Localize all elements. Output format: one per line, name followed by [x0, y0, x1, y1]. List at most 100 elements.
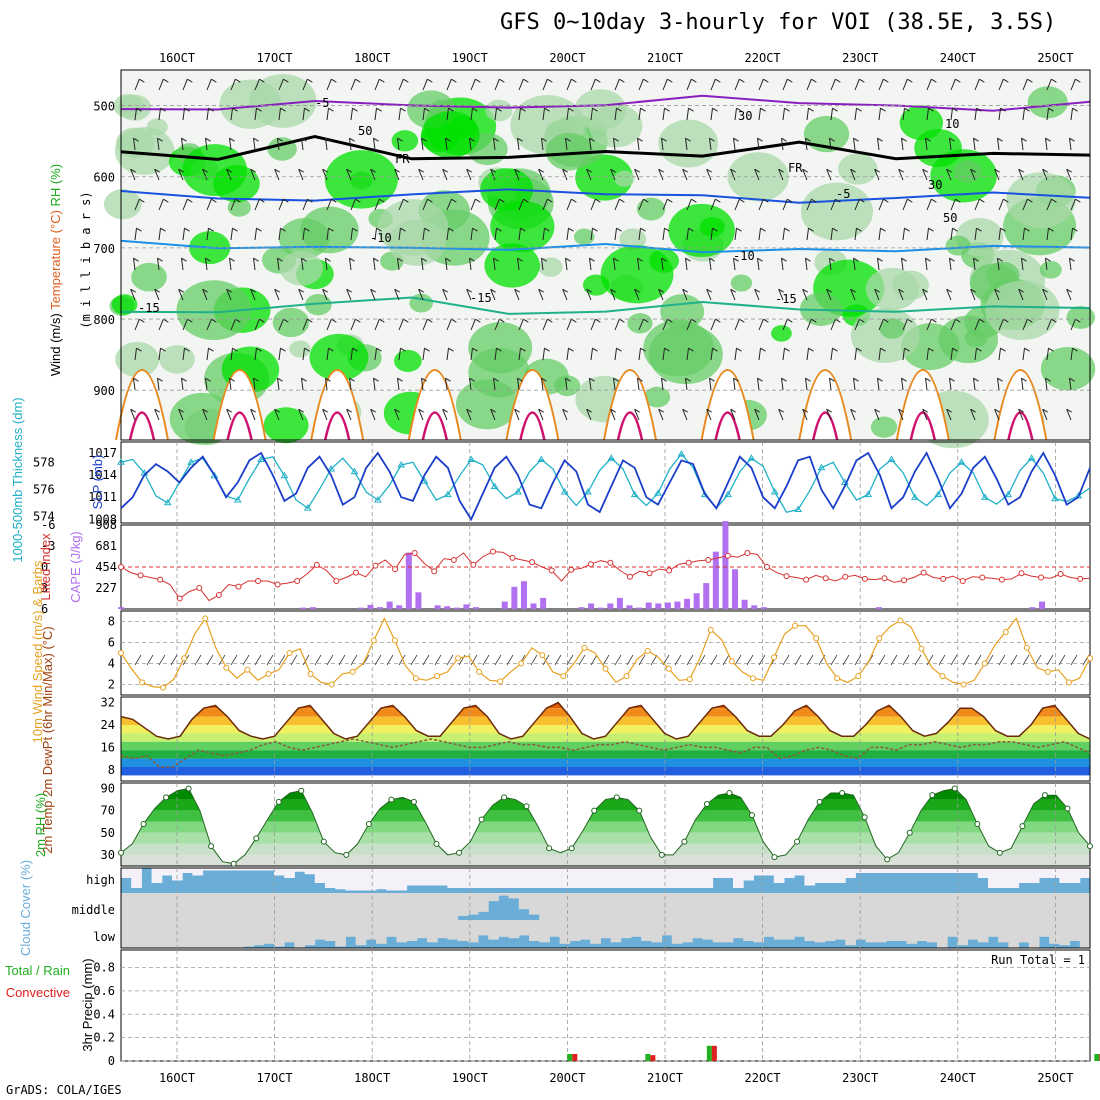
lifted-index-marker	[1077, 575, 1084, 582]
wind-barb	[398, 108, 401, 121]
wind-barb-flag	[331, 78, 337, 83]
wind-barb-flag	[421, 377, 427, 382]
rh-marker	[726, 789, 733, 796]
thickness-marker	[397, 460, 406, 468]
wind-barb	[634, 169, 640, 181]
wind-barb	[494, 108, 497, 121]
lifted-index-marker	[587, 561, 594, 568]
wind-barb-flag	[1042, 288, 1048, 293]
wind-barb	[709, 378, 712, 391]
wind-barb	[902, 348, 905, 361]
wind-speed-marker	[181, 655, 188, 662]
wind-barb-flag	[181, 377, 187, 382]
wind-barb	[134, 348, 137, 361]
thickness-marker	[444, 490, 452, 498]
wind-barb-flag	[547, 78, 553, 83]
wind-barb-flag	[1045, 377, 1051, 382]
wind-barb	[898, 409, 904, 421]
wind-barb-flag	[418, 408, 424, 413]
wind-barb-flag	[202, 288, 208, 293]
wind-barb-flag	[496, 227, 502, 232]
cloud-gap-high	[875, 868, 887, 873]
wind-barb	[1022, 199, 1028, 211]
wind-barb	[397, 258, 400, 271]
rh-marker	[185, 785, 192, 792]
wind-barb	[782, 319, 788, 331]
wind-speed-marker	[644, 647, 651, 654]
wind-barb	[565, 378, 568, 391]
x-tick-label-top: 20OCT	[549, 51, 585, 65]
surface-wind-barb	[878, 654, 886, 666]
cape-bar	[616, 597, 623, 609]
wind-barb-flag	[829, 377, 835, 382]
wind-barb-flag	[733, 377, 739, 382]
wind-barb-flag	[832, 347, 838, 352]
surface-wind-barb	[230, 654, 238, 666]
wind-barb-flag	[829, 257, 835, 262]
rh-marker	[275, 798, 282, 805]
thickness-marker	[373, 496, 382, 503]
wind-barb-flag	[154, 408, 160, 413]
wind-barb-flag	[253, 257, 259, 262]
rh-marker	[681, 838, 688, 845]
surface-wind-barb	[902, 654, 910, 666]
wind-barb	[782, 199, 788, 211]
wind-barb	[230, 228, 233, 241]
cloud-gap-high	[784, 868, 795, 878]
wind-barb-flag	[421, 137, 427, 142]
isotherm-line	[120, 135, 1091, 161]
x-tick-label-bottom: 25OCT	[1037, 1071, 1073, 1085]
cloud-gap-middle	[926, 893, 938, 920]
wind-barb-flag	[1000, 227, 1006, 232]
wind-barb-flag	[970, 168, 976, 173]
credit-text: GrADS: COLA/IGES	[6, 1083, 122, 1097]
wind-barb-flag	[1051, 78, 1057, 83]
surface-wind-barb	[698, 654, 706, 666]
rh-shading	[800, 182, 874, 241]
wind-barb	[230, 319, 236, 331]
lifted-ylabel: Lifted Index	[38, 533, 53, 601]
rh-shading	[945, 235, 971, 256]
wind-barb-flag	[136, 347, 142, 352]
cloud-gap-high	[896, 868, 907, 873]
cloud-gap-middle	[325, 893, 336, 920]
surface-wind-barb	[974, 654, 982, 666]
wind-barb-flag	[301, 257, 307, 262]
cloud-gap-high	[335, 868, 346, 890]
wind-speed-marker	[539, 652, 546, 659]
temp-band	[121, 767, 1090, 776]
thickness-marker	[420, 477, 429, 484]
wind-barb	[154, 289, 160, 301]
wind-barb	[370, 169, 376, 181]
surface-wind-barb	[626, 654, 634, 666]
x-tick-label-bottom: 21OCT	[647, 1071, 683, 1085]
wind-barb	[517, 258, 520, 271]
wind-barb-flag	[400, 227, 406, 232]
wind-barb-flag	[259, 318, 265, 323]
cloud-gap-low	[447, 920, 459, 940]
wind-barb	[350, 108, 353, 121]
rh-marker	[929, 792, 936, 799]
wind-barb-flag	[181, 257, 187, 262]
wind-barb-flag	[898, 168, 904, 173]
wind-barb	[710, 228, 713, 241]
wind-barb	[614, 348, 617, 361]
lifted-index-marker	[646, 570, 653, 577]
wind-barb-flag	[253, 377, 259, 382]
wind-barb-flag	[664, 107, 670, 112]
wind-barb	[130, 289, 136, 301]
cloud-gap-middle	[814, 893, 826, 920]
wind-barb-flag	[787, 78, 793, 83]
wind-barb	[610, 289, 616, 301]
wind-speed-marker	[160, 684, 167, 691]
lifted-index-marker	[489, 548, 496, 555]
wind-barb	[1070, 348, 1073, 361]
rh-marker	[478, 816, 485, 823]
rh-shading	[272, 307, 310, 338]
chart-title: GFS 0~10day 3-hourly for VOI (38.5E, 3.5…	[500, 10, 1057, 35]
wind-speed-marker	[244, 666, 251, 673]
precip-total-bar	[1094, 1053, 1100, 1061]
wind-barb-flag	[376, 347, 382, 352]
lifted-index-marker	[450, 557, 457, 563]
y-tick-label: 700	[93, 242, 115, 256]
